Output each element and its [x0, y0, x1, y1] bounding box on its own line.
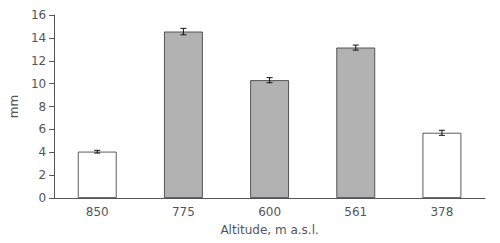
svg-text:16: 16 — [31, 8, 46, 22]
svg-text:10: 10 — [31, 77, 46, 91]
svg-text:mm: mm — [7, 95, 21, 118]
svg-text:775: 775 — [172, 205, 195, 219]
svg-text:4: 4 — [39, 145, 47, 159]
svg-text:600: 600 — [258, 205, 281, 219]
svg-text:2: 2 — [39, 168, 47, 182]
svg-text:378: 378 — [430, 205, 453, 219]
svg-text:0: 0 — [39, 191, 47, 205]
svg-text:14: 14 — [31, 31, 46, 45]
svg-text:561: 561 — [344, 205, 367, 219]
svg-text:6: 6 — [39, 122, 47, 136]
svg-text:850: 850 — [86, 205, 109, 219]
svg-text:12: 12 — [31, 54, 46, 68]
svg-text:Altitude, m a.s.l.: Altitude, m a.s.l. — [220, 223, 318, 237]
svg-text:8: 8 — [39, 100, 47, 114]
